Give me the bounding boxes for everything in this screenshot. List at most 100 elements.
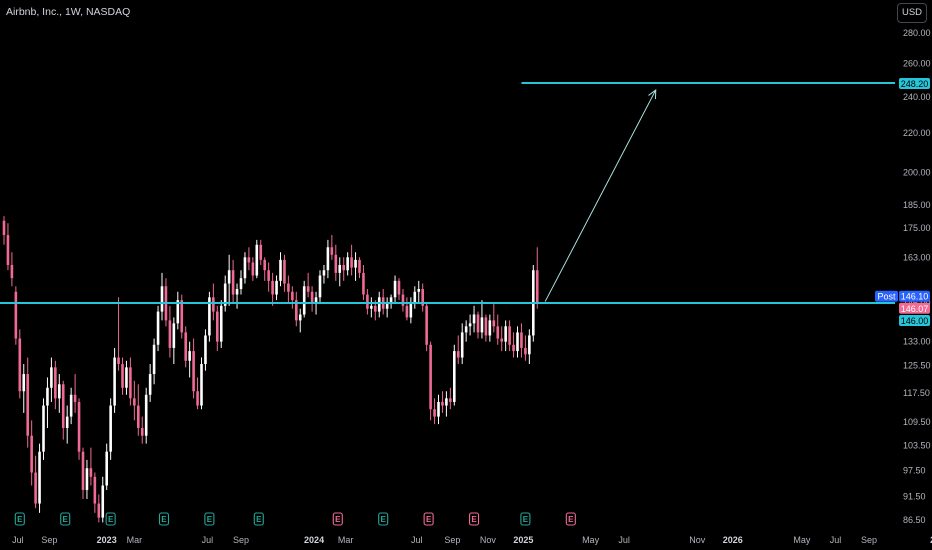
time-axis[interactable]: Jul Sep 2023 Mar Jul Sep 2024 Mar Jul Sep Nov 2025 M… [12, 535, 932, 545]
y-tick-label: 185.00 [903, 200, 931, 210]
candle [496, 314, 500, 345]
projection-arrow[interactable] [544, 89, 657, 302]
earnings-marker-icon[interactable]: E [423, 512, 434, 526]
svg-text:E: E [523, 515, 529, 524]
candle [306, 272, 310, 298]
svg-text:E: E [108, 515, 114, 524]
chart-drawings [0, 81, 895, 304]
candle [326, 239, 330, 279]
candle [10, 252, 14, 287]
candle [54, 360, 57, 410]
y-tick-label: 240.00 [903, 92, 931, 102]
candle [267, 262, 270, 292]
candle [385, 297, 389, 318]
svg-text:248.20: 248.20 [901, 79, 929, 89]
y-tick-label: 175.00 [903, 223, 931, 233]
svg-text:E: E [335, 515, 341, 524]
candle [251, 257, 255, 281]
earnings-marker-icon[interactable]: E [14, 512, 25, 526]
earnings-marker-icon[interactable]: E [332, 512, 343, 526]
y-tick-label: 103.50 [903, 441, 931, 451]
y-tick-label: 91.50 [903, 492, 926, 502]
x-tick-label: Sep [444, 535, 460, 545]
earnings-marker-icon[interactable]: E [378, 512, 389, 526]
candle [247, 247, 251, 271]
candle [441, 391, 444, 413]
candle [89, 447, 93, 486]
candle [346, 252, 349, 276]
candle [208, 291, 211, 342]
candle [370, 297, 373, 318]
y-tick-label: 260.00 [903, 59, 931, 69]
candle [350, 244, 353, 276]
earnings-marker-icon[interactable]: E [158, 512, 170, 526]
earnings-marker-icon[interactable]: E [60, 512, 71, 526]
candle [492, 302, 496, 333]
candle [318, 270, 322, 303]
candle [362, 265, 365, 301]
candle [235, 283, 239, 309]
candle [58, 374, 61, 413]
candle [223, 275, 227, 312]
earnings-marker-icon[interactable]: E [204, 512, 215, 526]
candle [212, 283, 215, 321]
candle [302, 280, 306, 318]
candle [129, 357, 132, 406]
candle [152, 338, 156, 385]
candle [61, 380, 65, 440]
candle [188, 341, 191, 378]
x-tick-label: Nov [689, 535, 706, 545]
candle [330, 235, 334, 260]
earnings-marker-icon[interactable]: E [105, 512, 116, 526]
candle [148, 364, 152, 402]
candle [421, 283, 424, 312]
candle [113, 347, 116, 413]
x-tick-label: May [582, 535, 600, 545]
candle [504, 320, 507, 352]
candle [500, 326, 503, 352]
candle [97, 494, 101, 523]
candle [287, 275, 290, 303]
x-tick-label: Sep [861, 535, 877, 545]
candle [389, 294, 393, 309]
candle [413, 286, 417, 309]
earnings-marker-icon[interactable]: E [253, 512, 264, 526]
candle [105, 443, 108, 490]
candle [14, 286, 18, 345]
candle [93, 472, 97, 513]
candle [310, 286, 314, 312]
y-tick-label: 220.00 [903, 128, 931, 138]
candle [239, 270, 243, 295]
candle [219, 300, 223, 348]
candle [484, 314, 488, 342]
earnings-marker-icon[interactable]: E [565, 512, 576, 526]
candle [377, 291, 381, 318]
x-tick-label: Mar [127, 535, 143, 545]
candle [453, 344, 456, 406]
candle [50, 357, 53, 402]
svg-text:E: E [63, 515, 69, 524]
y-tick-label: 97.50 [903, 465, 926, 475]
currency-button[interactable]: USD [897, 3, 927, 23]
candle [243, 252, 247, 284]
earnings-marker-icon[interactable]: E [520, 512, 531, 526]
candle [283, 254, 286, 292]
price-axis[interactable]: 86.50 91.50 97.50 103.50 109.50 117.50 125.50 1… [903, 28, 931, 525]
price-tag-post: Post 146.10 [875, 290, 930, 302]
candle [279, 252, 282, 287]
earnings-marker-icon[interactable]: E [468, 512, 480, 526]
candle [464, 320, 468, 342]
candle [144, 387, 148, 444]
candle [488, 314, 492, 342]
candle [393, 275, 397, 303]
x-tick-label: Mar [338, 535, 354, 545]
x-tick-label: 2027 [930, 535, 932, 545]
candle [255, 239, 259, 279]
x-tick-label: Jul [202, 535, 214, 545]
candle [334, 244, 338, 281]
svg-text:146.07: 146.07 [901, 304, 929, 314]
svg-text:E: E [207, 515, 213, 524]
candle [476, 311, 480, 339]
